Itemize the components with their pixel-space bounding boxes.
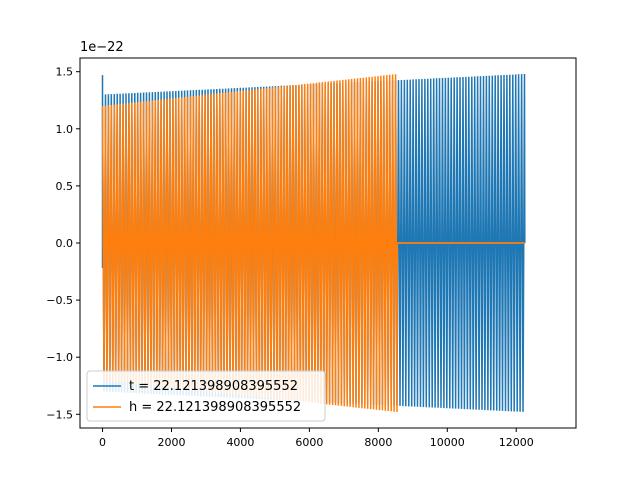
x-tick-label: 6000 — [295, 436, 323, 449]
plot-area — [101, 73, 526, 413]
y-offset-label: 1e−22 — [80, 40, 124, 55]
y-tick-label: −1.5 — [46, 408, 73, 421]
x-tick-label: 10000 — [430, 436, 465, 449]
x-tick-label: 0 — [99, 436, 106, 449]
legend: t = 22.121398908395552 h = 22.12139890839… — [86, 370, 326, 422]
x-tick-label: 8000 — [364, 436, 392, 449]
y-tick-label: 0.5 — [56, 180, 74, 193]
legend-box — [86, 370, 326, 422]
x-tick-label: 4000 — [226, 436, 254, 449]
y-tick-label: −0.5 — [46, 294, 73, 307]
y-tick-label: 1.0 — [56, 123, 74, 136]
y-axis: −1.5 −1.0 −0.5 0.0 0.5 1.0 1.5 — [46, 66, 80, 421]
legend-label-2: h = 22.121398908395552 — [129, 400, 301, 415]
x-tick-label: 12000 — [499, 436, 534, 449]
x-tick-label: 2000 — [157, 436, 185, 449]
y-tick-label: 1.5 — [56, 66, 74, 79]
legend-label-1: t = 22.121398908395552 — [129, 379, 298, 394]
y-tick-label: 0.0 — [56, 237, 74, 250]
y-tick-label: −1.0 — [46, 351, 73, 364]
x-axis: 0 2000 4000 6000 8000 10000 12000 — [99, 428, 534, 449]
